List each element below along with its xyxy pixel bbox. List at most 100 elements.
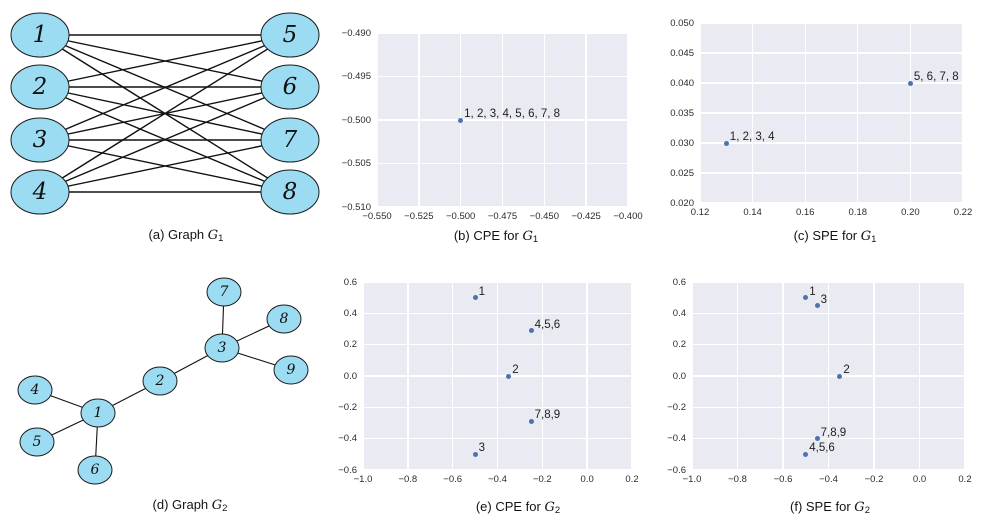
- x-tick-label: 0.12: [690, 207, 710, 218]
- data-point-label: 1, 2, 3, 4: [729, 131, 775, 143]
- x-tick-label: −0.525: [404, 211, 434, 222]
- graph-edge: [39, 34, 291, 88]
- gridline-horizontal: [377, 75, 628, 78]
- gridline-horizontal: [692, 375, 965, 377]
- gridline-horizontal: [692, 469, 965, 471]
- gridline-horizontal: [377, 206, 628, 208]
- graph-node-label: 4: [30, 382, 40, 398]
- x-tick-label: 0.22: [953, 207, 973, 218]
- graph-node-label: 2: [32, 74, 48, 100]
- data-point: [528, 418, 534, 424]
- graph-node-label: 1: [33, 22, 48, 48]
- x-tick-label: 0.2: [958, 474, 972, 485]
- plot-area-cpe_g2: [362, 281, 633, 471]
- y-tick-label: 0.050: [670, 17, 694, 29]
- graph-node: [260, 117, 320, 163]
- gridline-horizontal: [377, 162, 628, 165]
- data-point-label: 1: [809, 285, 816, 298]
- graph-node-label: 6: [91, 462, 100, 478]
- gridline-horizontal: [363, 375, 632, 377]
- caption-math-var: G: [860, 229, 872, 244]
- caption-text: (a) Graph: [148, 227, 208, 242]
- y-tick-label: 0.6: [343, 276, 357, 288]
- y-tick-label: 0.4: [672, 307, 686, 319]
- graph-node-label: 3: [33, 127, 48, 153]
- caption-text: (b) CPE for: [453, 228, 523, 243]
- graph-node-label: 6: [283, 74, 298, 100]
- x-tick-label: −1.0: [353, 474, 373, 485]
- graph-node: [10, 64, 70, 110]
- x-tick-label: −0.550: [362, 211, 392, 222]
- plot-area-spe_g1: [699, 22, 964, 204]
- x-tick-label: −0.8: [398, 474, 418, 485]
- caption-subscript: 2: [222, 503, 228, 514]
- data-point: [907, 80, 913, 86]
- x-tick-label: −0.8: [728, 474, 747, 485]
- graph-node-label: 2: [155, 373, 165, 389]
- plot-area-cpe_g1: [376, 32, 629, 208]
- y-tick-label: −0.500: [341, 114, 371, 126]
- x-tick-label: −0.6: [773, 474, 793, 485]
- data-point-label: 5, 6, 7, 8: [913, 71, 959, 83]
- y-tick-label: 0.040: [670, 77, 694, 89]
- panel-caption: (a) Graph G1: [149, 227, 224, 246]
- y-tick-label: 0.0: [672, 370, 686, 382]
- gridline-horizontal: [700, 202, 963, 204]
- y-tick-label: 0.2: [343, 339, 357, 351]
- y-tick-label: −0.6: [667, 464, 686, 476]
- graph-node: [10, 117, 70, 163]
- graph-node-label: 8: [280, 311, 289, 327]
- y-tick-label: −0.495: [341, 71, 371, 82]
- graph-edge: [39, 34, 291, 193]
- data-point-label: 7,8,9: [534, 409, 561, 422]
- x-tick-label: 0.2: [625, 474, 639, 485]
- graph-svg-g2: 7 8 3 9 2 4 1 5 6: [17, 277, 309, 485]
- x-tick-label: 0.0: [912, 474, 927, 485]
- y-tick-label: 0.035: [670, 107, 694, 119]
- y-tick-label: −0.505: [341, 158, 371, 169]
- graph-node: [273, 355, 309, 385]
- graph-node: [80, 398, 116, 428]
- panel-caption: (e) CPE for G2: [476, 499, 560, 518]
- graph-node: [204, 333, 240, 363]
- data-point: [472, 451, 478, 457]
- graph-node-label: 4: [32, 179, 48, 205]
- gridline-horizontal: [700, 22, 963, 24]
- x-tick-label: −0.450: [529, 211, 559, 222]
- x-tick-label: −0.475: [487, 211, 518, 222]
- x-tick-label: 0.18: [848, 207, 868, 218]
- x-tick-label: −0.2: [864, 474, 884, 485]
- data-point: [472, 295, 478, 301]
- y-tick-label: 0.2: [672, 339, 686, 351]
- gridline-horizontal: [692, 437, 965, 440]
- data-point: [837, 373, 843, 379]
- gridline-horizontal: [692, 343, 965, 346]
- caption-text: (c) SPE for: [793, 228, 861, 243]
- y-tick-label: 0.025: [670, 167, 694, 179]
- data-point-label: 1, 2, 3, 4, 5, 6, 7, 8: [464, 108, 561, 120]
- x-tick-label: −0.425: [571, 211, 601, 222]
- x-tick-label: −0.4: [488, 474, 507, 485]
- caption-math-var: G: [211, 498, 223, 513]
- graph-edge: [39, 34, 291, 141]
- caption-subscript: 1: [871, 234, 877, 245]
- graph-node-label: 7: [220, 284, 229, 300]
- graph-node: [77, 455, 113, 485]
- x-tick-label: 0.0: [580, 474, 594, 485]
- data-point-label: 4,5,6: [534, 318, 561, 331]
- graph-node: [206, 277, 242, 307]
- x-tick-label: −0.4: [819, 474, 838, 485]
- gridline-horizontal: [692, 312, 965, 315]
- caption-text: (e) CPE for: [475, 499, 545, 514]
- graph-node: [266, 304, 302, 334]
- caption-subscript: 2: [554, 505, 561, 516]
- graph-node-label: 9: [287, 362, 296, 378]
- panel-caption: (c) SPE for G1: [794, 228, 877, 247]
